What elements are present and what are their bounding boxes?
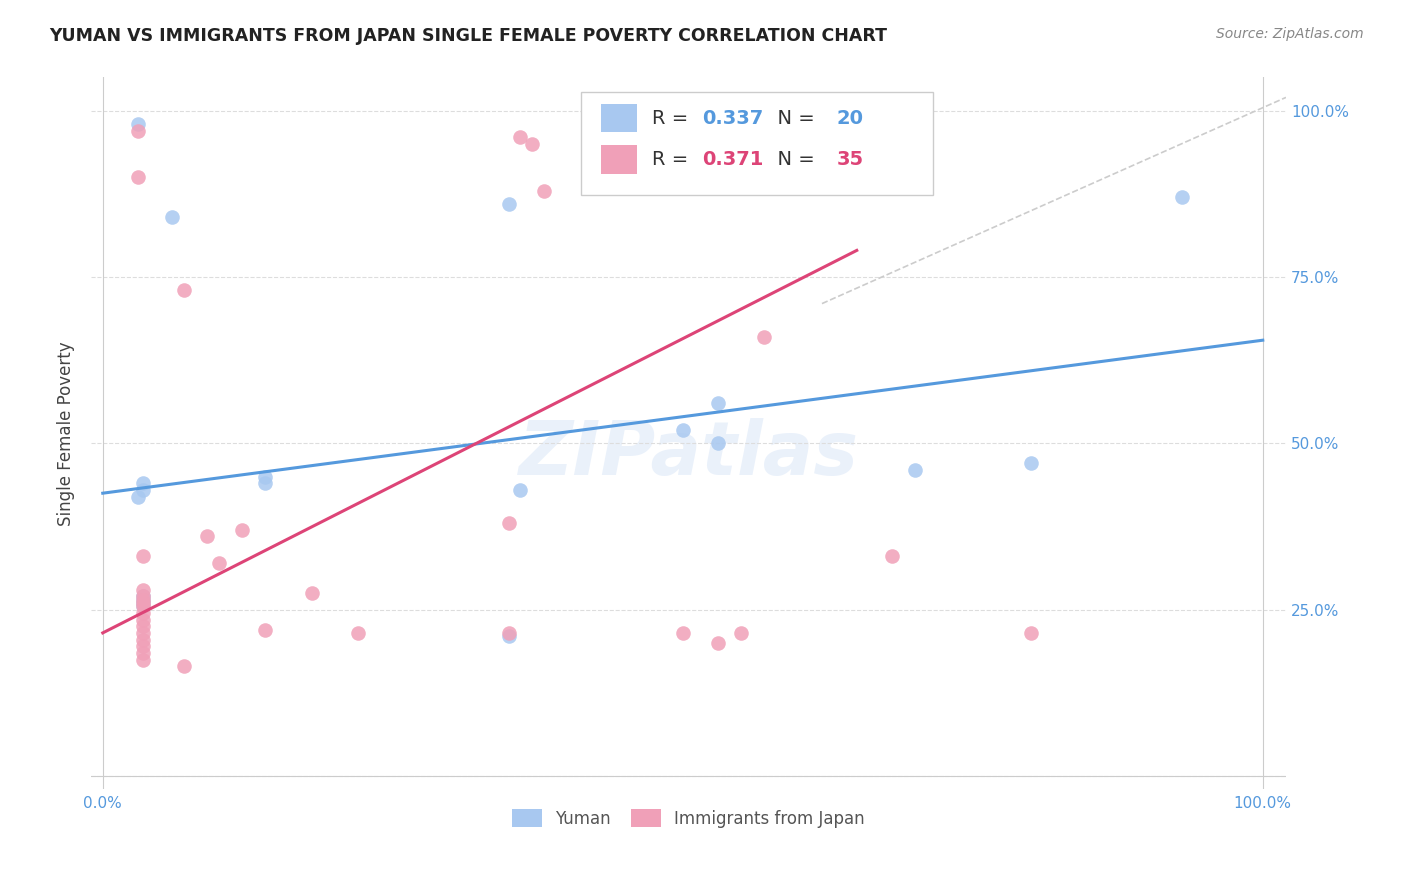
Point bbox=[730, 626, 752, 640]
Point bbox=[132, 549, 155, 564]
FancyBboxPatch shape bbox=[581, 92, 934, 194]
Text: 0.371: 0.371 bbox=[702, 150, 763, 169]
Point bbox=[127, 123, 149, 137]
Legend: Yuman, Immigrants from Japan: Yuman, Immigrants from Japan bbox=[505, 803, 872, 834]
Point bbox=[231, 523, 253, 537]
Point bbox=[706, 436, 728, 450]
Text: R =: R = bbox=[651, 109, 695, 128]
Text: ZIPatlas: ZIPatlas bbox=[519, 418, 859, 491]
Point bbox=[706, 396, 728, 410]
Point bbox=[132, 619, 155, 633]
Text: R =: R = bbox=[651, 150, 695, 169]
Point bbox=[498, 197, 520, 211]
Point bbox=[509, 483, 531, 497]
Point bbox=[132, 590, 155, 604]
Point bbox=[533, 184, 555, 198]
Point bbox=[132, 599, 155, 614]
Text: 0.337: 0.337 bbox=[702, 109, 763, 128]
Point bbox=[509, 130, 531, 145]
Text: 20: 20 bbox=[837, 109, 863, 128]
Point bbox=[173, 283, 195, 297]
Point bbox=[132, 613, 155, 627]
Point bbox=[162, 210, 184, 224]
Point bbox=[752, 330, 775, 344]
Y-axis label: Single Female Poverty: Single Female Poverty bbox=[58, 341, 75, 525]
Point bbox=[132, 606, 155, 620]
Point bbox=[173, 659, 195, 673]
Point bbox=[1170, 190, 1192, 204]
Point bbox=[132, 646, 155, 660]
Point bbox=[195, 529, 218, 543]
Point bbox=[254, 469, 277, 483]
Point bbox=[127, 117, 149, 131]
Point bbox=[347, 626, 370, 640]
Point bbox=[301, 586, 323, 600]
Point bbox=[498, 626, 520, 640]
Text: 35: 35 bbox=[837, 150, 863, 169]
Text: Source: ZipAtlas.com: Source: ZipAtlas.com bbox=[1216, 27, 1364, 41]
Point bbox=[132, 592, 155, 607]
Point bbox=[208, 556, 231, 570]
Point bbox=[132, 626, 155, 640]
Text: YUMAN VS IMMIGRANTS FROM JAPAN SINGLE FEMALE POVERTY CORRELATION CHART: YUMAN VS IMMIGRANTS FROM JAPAN SINGLE FE… bbox=[49, 27, 887, 45]
Point bbox=[904, 463, 927, 477]
Point bbox=[132, 632, 155, 647]
Point bbox=[254, 623, 277, 637]
Bar bbox=[602, 103, 637, 132]
Point bbox=[132, 599, 155, 614]
Point bbox=[1019, 456, 1042, 470]
Point bbox=[672, 626, 695, 640]
Text: N =: N = bbox=[765, 150, 821, 169]
Point bbox=[132, 652, 155, 666]
Point bbox=[672, 423, 695, 437]
Point bbox=[132, 582, 155, 597]
Point bbox=[1019, 626, 1042, 640]
Point bbox=[706, 636, 728, 650]
Point bbox=[132, 592, 155, 607]
Point bbox=[132, 639, 155, 653]
Point bbox=[880, 549, 903, 564]
Point bbox=[132, 483, 155, 497]
Point bbox=[127, 490, 149, 504]
Point bbox=[132, 476, 155, 491]
Point bbox=[498, 516, 520, 530]
Point bbox=[132, 596, 155, 610]
Point bbox=[498, 629, 520, 643]
Point bbox=[132, 590, 155, 604]
Text: N =: N = bbox=[765, 109, 821, 128]
Point bbox=[520, 136, 543, 151]
Point bbox=[132, 596, 155, 610]
Point bbox=[254, 476, 277, 491]
Point bbox=[127, 170, 149, 185]
Bar bbox=[602, 145, 637, 174]
